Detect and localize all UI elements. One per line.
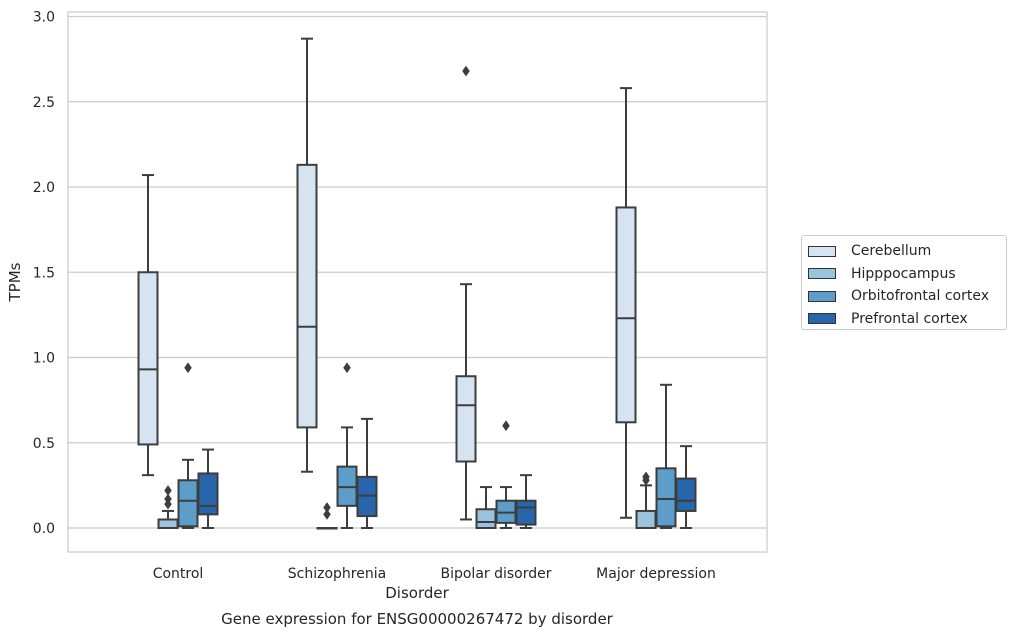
legend-label: Cerebellum bbox=[851, 243, 932, 260]
legend-item: Orbitofrontal cortex bbox=[808, 285, 1006, 308]
y-tick-label: 1.0 bbox=[33, 351, 55, 367]
box-mark bbox=[615, 87, 637, 519]
box-mark bbox=[197, 448, 219, 529]
outlier-point bbox=[343, 362, 351, 374]
box-mark bbox=[655, 383, 677, 529]
box-body bbox=[157, 518, 179, 529]
box-body bbox=[137, 271, 159, 446]
box-mark bbox=[177, 362, 199, 529]
box-mark bbox=[455, 65, 477, 521]
box-mark bbox=[316, 502, 338, 530]
x-axis-label: Disorder bbox=[385, 584, 449, 602]
box-body bbox=[515, 499, 537, 526]
box-mark bbox=[296, 37, 318, 473]
x-tick-label: Bipolar disorder bbox=[440, 566, 551, 582]
x-axis-ticks: Control Schizophrenia Bipolar disorder Majo… bbox=[153, 566, 716, 582]
outlier-point bbox=[642, 471, 650, 483]
outlier-point bbox=[164, 493, 172, 505]
box-body bbox=[635, 509, 657, 530]
box-mark bbox=[137, 174, 159, 477]
outlier-point bbox=[184, 362, 192, 374]
legend-swatch bbox=[808, 245, 836, 257]
box-body bbox=[615, 206, 637, 424]
legend-label: Hipppocampus bbox=[851, 265, 956, 282]
x-tick-label: Major depression bbox=[596, 566, 716, 582]
box-series bbox=[137, 37, 697, 530]
legend-label: Orbitofrontal cortex bbox=[851, 288, 989, 305]
outlier-point bbox=[462, 65, 470, 77]
box-body bbox=[675, 477, 697, 512]
box-mark bbox=[475, 486, 497, 529]
series-cerebellum bbox=[137, 37, 637, 521]
x-tick-label: Control bbox=[153, 566, 204, 582]
box-mark bbox=[157, 485, 179, 529]
y-tick-label: 3.0 bbox=[33, 10, 55, 26]
y-axis-ticks: 0.0 0.5 1.0 1.5 2.0 2.5 3.0 bbox=[33, 10, 55, 538]
plot-area-frame bbox=[67, 11, 768, 553]
box-mark bbox=[356, 417, 378, 529]
chart-legend: Cerebellum Hipppocampus Orbitofrontal cort… bbox=[801, 235, 1007, 330]
x-tick-label: Schizophrenia bbox=[288, 566, 386, 582]
box-mark bbox=[635, 471, 657, 530]
box-body bbox=[177, 479, 199, 528]
y-tick-label: 0.0 bbox=[33, 521, 55, 537]
box-body bbox=[296, 163, 318, 429]
outlier-point bbox=[323, 508, 331, 520]
outlier-point bbox=[323, 502, 331, 513]
figure-caption: Gene expression for ENSG00000267472 by d… bbox=[221, 610, 613, 628]
box-mark bbox=[675, 445, 697, 529]
y-tick-label: 2.5 bbox=[33, 95, 55, 111]
box-body bbox=[475, 508, 497, 529]
box-mark bbox=[495, 420, 517, 529]
box-body bbox=[455, 375, 477, 463]
outlier-point bbox=[502, 420, 510, 432]
series-hipppocampus bbox=[157, 471, 657, 530]
legend-swatch bbox=[808, 268, 836, 280]
legend-item: Cerebellum bbox=[808, 240, 1006, 263]
legend-label: Prefrontal cortex bbox=[851, 310, 968, 327]
series-orbitofrontal-cortex bbox=[177, 362, 677, 529]
box-mark bbox=[515, 474, 537, 529]
box-body bbox=[655, 467, 677, 528]
outlier-point bbox=[164, 485, 172, 496]
y-tick-label: 1.5 bbox=[33, 265, 55, 281]
box-mark bbox=[336, 362, 358, 529]
legend-swatch bbox=[808, 313, 836, 325]
gridlines bbox=[68, 15, 767, 529]
legend-item: Hipppocampus bbox=[808, 263, 1006, 286]
y-tick-label: 0.5 bbox=[33, 436, 55, 452]
y-axis-label: TPMs bbox=[6, 262, 24, 302]
legend-swatch bbox=[808, 290, 836, 302]
box-body bbox=[197, 472, 219, 516]
legend-item: Prefrontal cortex bbox=[808, 308, 1006, 331]
y-tick-label: 2.0 bbox=[33, 180, 55, 196]
series-prefrontal-cortex bbox=[197, 417, 697, 529]
